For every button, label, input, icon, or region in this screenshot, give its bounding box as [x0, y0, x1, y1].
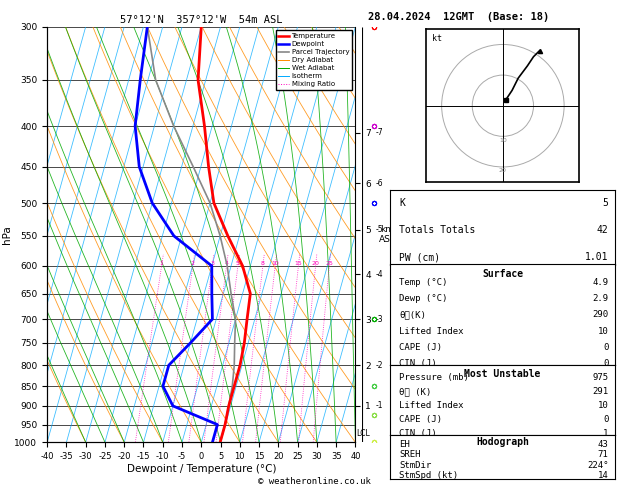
Text: 0: 0: [603, 359, 608, 368]
Text: -5: -5: [376, 225, 383, 234]
Text: SREH: SREH: [399, 451, 421, 459]
Text: 3: 3: [210, 261, 214, 266]
Text: 5: 5: [236, 261, 240, 266]
Text: 15: 15: [294, 261, 303, 266]
Text: 10: 10: [499, 138, 507, 143]
Text: 290: 290: [593, 311, 608, 319]
Text: 42: 42: [597, 225, 608, 235]
Text: StmSpd (kt): StmSpd (kt): [399, 471, 458, 480]
Text: 1.01: 1.01: [585, 252, 608, 262]
Text: CAPE (J): CAPE (J): [399, 343, 442, 352]
X-axis label: Dewpoint / Temperature (°C): Dewpoint / Temperature (°C): [126, 464, 276, 474]
Text: 25: 25: [325, 261, 333, 266]
Text: Hodograph: Hodograph: [476, 437, 529, 447]
Text: Surface: Surface: [482, 269, 523, 279]
Text: 10: 10: [271, 261, 279, 266]
Text: 43: 43: [598, 440, 608, 449]
Text: θᴇ (K): θᴇ (K): [399, 387, 431, 397]
Text: -2: -2: [376, 361, 383, 370]
Text: Lifted Index: Lifted Index: [399, 401, 464, 410]
Text: -6: -6: [376, 179, 383, 188]
Text: 20: 20: [499, 169, 507, 174]
Text: -3: -3: [376, 314, 383, 324]
Legend: Temperature, Dewpoint, Parcel Trajectory, Dry Adiabat, Wet Adiabat, Isotherm, Mi: Temperature, Dewpoint, Parcel Trajectory…: [276, 30, 352, 90]
Text: 2.9: 2.9: [593, 294, 608, 303]
Text: 1: 1: [160, 261, 164, 266]
Y-axis label: km
ASL: km ASL: [379, 225, 396, 244]
Text: 4.9: 4.9: [593, 278, 608, 287]
Text: Pressure (mb): Pressure (mb): [399, 373, 469, 382]
Text: 14: 14: [598, 471, 608, 480]
Text: Most Unstable: Most Unstable: [464, 369, 541, 379]
Text: LCL: LCL: [356, 429, 370, 438]
Text: -1: -1: [376, 401, 383, 410]
Text: EH: EH: [399, 440, 409, 449]
Text: 20: 20: [311, 261, 320, 266]
Text: 10: 10: [598, 401, 608, 410]
Text: -4: -4: [376, 270, 383, 279]
Text: © weatheronline.co.uk: © weatheronline.co.uk: [258, 476, 371, 486]
Text: 0: 0: [603, 415, 608, 424]
Text: kt: kt: [433, 35, 442, 43]
Text: 224°: 224°: [587, 461, 608, 469]
Text: 1: 1: [603, 429, 608, 438]
Text: 4: 4: [225, 261, 228, 266]
Text: 71: 71: [598, 451, 608, 459]
Text: CIN (J): CIN (J): [399, 359, 437, 368]
Text: 975: 975: [593, 373, 608, 382]
Text: 291: 291: [593, 387, 608, 397]
Text: 2: 2: [191, 261, 195, 266]
Text: K: K: [399, 198, 405, 208]
Text: CAPE (J): CAPE (J): [399, 415, 442, 424]
Text: 28.04.2024  12GMT  (Base: 18): 28.04.2024 12GMT (Base: 18): [368, 12, 549, 22]
Text: θᴇ(K): θᴇ(K): [399, 311, 426, 319]
Text: CIN (J): CIN (J): [399, 429, 437, 438]
Y-axis label: hPa: hPa: [2, 225, 12, 244]
Text: 0: 0: [603, 343, 608, 352]
Text: Totals Totals: Totals Totals: [399, 225, 476, 235]
Text: 10: 10: [598, 327, 608, 336]
Text: -7: -7: [376, 128, 383, 138]
Text: Lifted Index: Lifted Index: [399, 327, 464, 336]
Text: PW (cm): PW (cm): [399, 252, 440, 262]
Text: StmDir: StmDir: [399, 461, 431, 469]
Text: Dewp (°C): Dewp (°C): [399, 294, 447, 303]
Text: 5: 5: [603, 198, 608, 208]
Text: Temp (°C): Temp (°C): [399, 278, 447, 287]
Text: 8: 8: [261, 261, 265, 266]
Title: 57°12'N  357°12'W  54m ASL: 57°12'N 357°12'W 54m ASL: [120, 15, 282, 25]
